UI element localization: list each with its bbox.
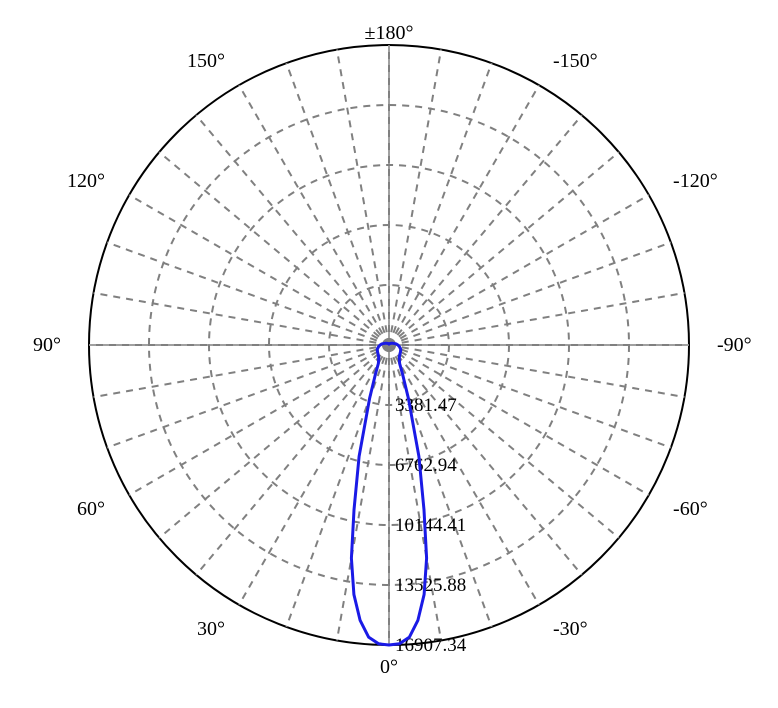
grid-spoke [94, 293, 389, 345]
grid-spoke [389, 115, 582, 345]
radial-tick-label: 10144.41 [395, 515, 466, 536]
polar-chart: 3381.476762.9410144.4113525.8816907.34±1… [0, 0, 778, 708]
angle-label: -60° [673, 498, 708, 520]
angle-label: 60° [77, 498, 105, 520]
angle-label: 0° [380, 656, 398, 678]
grid-spoke [389, 345, 684, 397]
radial-tick-label: 6762.94 [395, 455, 457, 476]
angle-label: -30° [553, 618, 588, 640]
grid-spoke [389, 152, 619, 345]
angle-label: 90° [33, 334, 61, 356]
angle-label: -120° [673, 170, 718, 192]
grid-spoke [94, 345, 389, 397]
grid-spoke [389, 293, 684, 345]
grid-spoke [159, 152, 389, 345]
radial-tick-label: 13525.88 [395, 575, 466, 596]
grid-spoke [196, 115, 389, 345]
angle-label: -90° [717, 334, 752, 356]
angle-label: 120° [67, 170, 105, 192]
radial-tick-label: 3381.47 [395, 395, 457, 416]
grid-spoke [389, 50, 441, 345]
grid-spoke [337, 50, 389, 345]
angle-label: 150° [187, 50, 225, 72]
angle-label: ±180° [365, 22, 414, 44]
grid-spoke [337, 345, 389, 640]
grid-spoke [389, 345, 441, 640]
angle-label: 30° [197, 618, 225, 640]
angle-label: -150° [553, 50, 598, 72]
